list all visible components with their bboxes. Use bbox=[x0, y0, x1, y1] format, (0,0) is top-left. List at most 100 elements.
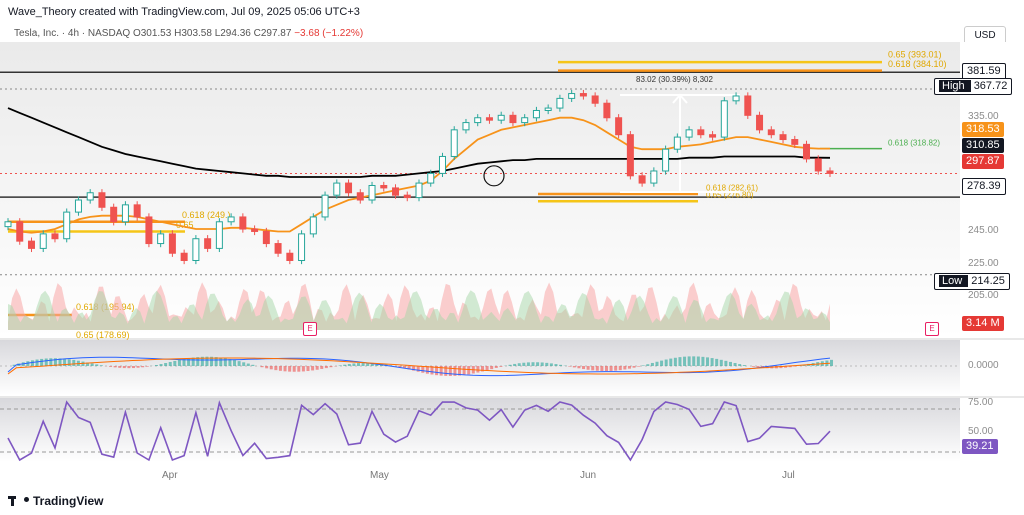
macd-histogram-bar bbox=[614, 366, 618, 371]
axis-tick-label: 50.00 bbox=[968, 426, 994, 437]
price-tag: 39.21 bbox=[962, 439, 998, 454]
candle-body bbox=[309, 216, 317, 235]
earnings-event-badge-future[interactable]: E bbox=[925, 322, 939, 336]
macd-histogram-bar bbox=[710, 358, 714, 366]
macd-histogram-bar bbox=[361, 362, 365, 366]
price-tag-value: 297.87 bbox=[966, 155, 1000, 167]
candle-body bbox=[462, 122, 470, 131]
candle-body bbox=[744, 95, 752, 116]
candle-body bbox=[732, 95, 740, 102]
macd-histogram-bar bbox=[678, 357, 682, 366]
macd-histogram-bar bbox=[191, 357, 195, 366]
chart-attribution: Wave_Theory created with TradingView.com… bbox=[8, 6, 360, 18]
macd-histogram-bar bbox=[53, 358, 57, 366]
macd-histogram-bar bbox=[187, 358, 191, 366]
candle-body bbox=[368, 184, 376, 201]
candle-body bbox=[345, 182, 353, 194]
price-tag: 297.87 bbox=[962, 154, 1004, 169]
macd-histogram-bar bbox=[545, 362, 549, 366]
macd-histogram-bar bbox=[278, 366, 282, 371]
macd-histogram-bar bbox=[609, 366, 613, 371]
candle-body bbox=[709, 134, 717, 138]
month-label-jul: Jul bbox=[782, 470, 795, 481]
candle-body bbox=[485, 117, 493, 121]
price-tag: High 367.72 bbox=[934, 78, 1013, 95]
macd-histogram-bar bbox=[425, 366, 429, 374]
axis-tick-label: 225.00 bbox=[968, 258, 999, 269]
month-label-apr: Apr bbox=[162, 470, 178, 481]
macd-histogram-bar bbox=[494, 366, 498, 368]
candle-body bbox=[603, 102, 611, 119]
candle-body bbox=[274, 243, 282, 254]
macd-histogram-bar bbox=[430, 366, 434, 375]
symbol-name[interactable]: Tesla, Inc. · 4h · NASDAQ bbox=[14, 28, 131, 39]
candle-body bbox=[110, 206, 118, 223]
candle-body bbox=[662, 148, 670, 172]
macd-histogram-bar bbox=[131, 366, 135, 369]
macd-histogram-bar bbox=[513, 363, 517, 366]
candle-body bbox=[227, 216, 235, 223]
macd-histogram-bar bbox=[242, 362, 246, 366]
fib-label-mid-0618: 0.618 (282.61) bbox=[706, 183, 758, 192]
macd-histogram-bar bbox=[352, 363, 356, 366]
macd-histogram-bar bbox=[536, 362, 540, 366]
macd-histogram-bar bbox=[458, 366, 462, 376]
macd-histogram-bar bbox=[637, 366, 641, 367]
candle-body bbox=[415, 182, 423, 199]
macd-histogram-bar bbox=[127, 366, 131, 369]
macd-histogram-bar bbox=[623, 366, 627, 370]
macd-histogram-bar bbox=[448, 366, 452, 376]
tradingview-brand-text: TradingView bbox=[33, 494, 104, 508]
macd-histogram-bar bbox=[655, 361, 659, 366]
macd-histogram-bar bbox=[435, 366, 439, 376]
macd-histogram-bar bbox=[228, 359, 232, 366]
price-tag-value: 3.14 M bbox=[966, 317, 1000, 329]
macd-histogram-bar bbox=[738, 364, 742, 366]
candle-body bbox=[509, 114, 517, 124]
tradingview-logo[interactable]: TradingView bbox=[8, 494, 103, 508]
macd-histogram-bar bbox=[641, 365, 645, 366]
macd-histogram-bar bbox=[283, 366, 287, 372]
candle-body bbox=[239, 216, 247, 230]
candle-body bbox=[204, 238, 212, 249]
axis-tick-label: 245.00 bbox=[968, 225, 999, 236]
candle-body bbox=[521, 117, 529, 124]
macd-histogram-bar bbox=[196, 357, 200, 366]
macd-histogram-bar bbox=[168, 361, 172, 366]
earnings-event-badge[interactable]: E bbox=[303, 322, 317, 336]
fib-label-left-0618: 0.618 (249.) bbox=[182, 210, 231, 220]
candle-body bbox=[121, 204, 129, 223]
axis-tick-label: 335.00 bbox=[968, 111, 999, 122]
macd-histogram-bar bbox=[159, 364, 163, 366]
candle-body bbox=[685, 129, 693, 138]
candle-body bbox=[39, 233, 47, 249]
macd-histogram-bar bbox=[627, 366, 631, 369]
candle-body bbox=[74, 199, 82, 213]
macd-histogram-bar bbox=[407, 366, 411, 370]
price-tag-value: 310.85 bbox=[966, 139, 1000, 151]
macd-histogram-bar bbox=[301, 366, 305, 372]
macd-histogram-bar bbox=[219, 357, 223, 366]
macd-histogram-bar bbox=[288, 366, 292, 372]
price-tag-value: 367.72 bbox=[973, 80, 1008, 92]
macd-histogram-bar bbox=[154, 364, 158, 366]
fib-label-left-065: 0.65 bbox=[176, 220, 194, 230]
macd-histogram-bar bbox=[439, 366, 443, 376]
candle-body bbox=[51, 233, 59, 240]
macd-histogram-bar bbox=[145, 366, 149, 367]
candle-body bbox=[591, 95, 599, 104]
macd-histogram-bar bbox=[237, 361, 241, 366]
macd-histogram-bar bbox=[118, 366, 122, 368]
macd-histogram-bar bbox=[370, 362, 374, 366]
macd-histogram-bar bbox=[90, 363, 94, 366]
candle-body bbox=[403, 194, 411, 199]
candle-body bbox=[638, 175, 646, 184]
macd-histogram-bar bbox=[549, 363, 553, 366]
macd-histogram-bar bbox=[719, 359, 723, 366]
macd-histogram-bar bbox=[416, 366, 420, 372]
candle-body bbox=[192, 238, 200, 261]
candle-body bbox=[145, 216, 153, 245]
fib-label-065-top: 0.65 (393.01) bbox=[888, 49, 942, 59]
price-tag-value: 381.59 bbox=[967, 65, 1001, 77]
